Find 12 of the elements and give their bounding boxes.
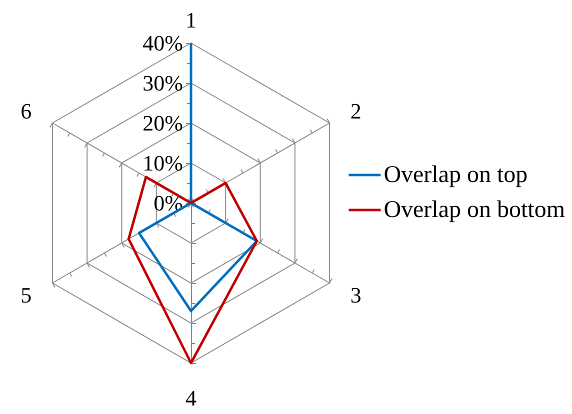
spoke-label: 5 (20, 282, 32, 308)
spoke-label: 2 (350, 98, 362, 124)
legend-label: Overlap on bottom (384, 197, 566, 223)
spoke-label: 4 (186, 386, 196, 410)
legend-label: Overlap on top (384, 162, 528, 188)
spoke-label: 3 (350, 282, 362, 308)
y-tick-label: 20% (142, 110, 183, 136)
spoke-label: 6 (20, 98, 32, 124)
y-tick-label: 10% (142, 150, 183, 176)
y-tick-label: 40% (142, 30, 183, 56)
spoke-label: 1 (186, 8, 196, 32)
y-tick-label: 30% (142, 70, 183, 96)
